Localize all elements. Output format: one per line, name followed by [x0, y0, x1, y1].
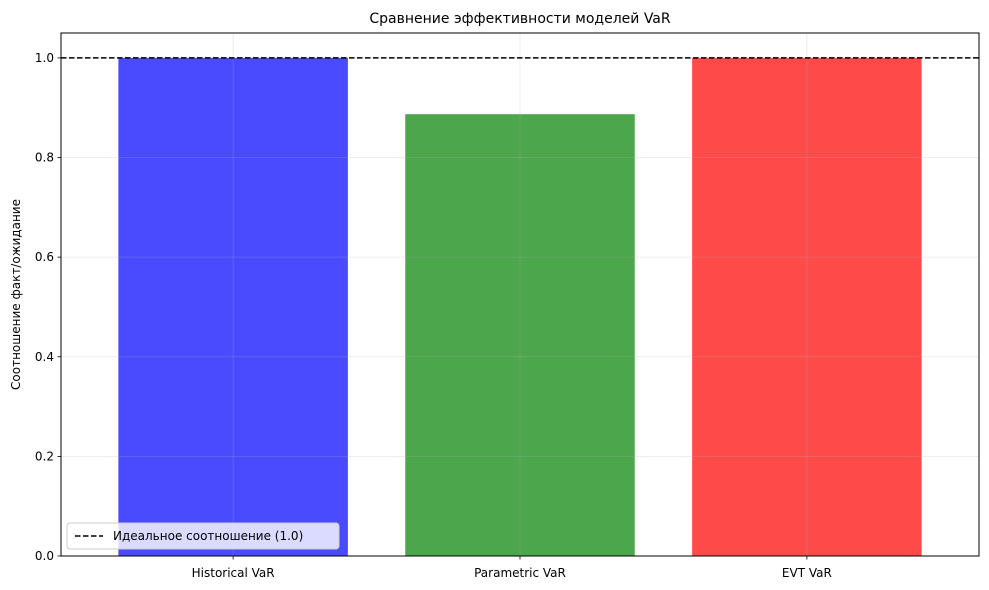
x-axis-ticks: Historical VaR Parametric VaR EVT VaR — [192, 556, 832, 580]
legend-box — [66, 522, 340, 550]
legend-entry-ideal-ratio: Идеальное соотношение (1.0) — [113, 529, 303, 543]
legend: Идеальное соотношение (1.0) — [66, 522, 340, 550]
y-tick-label: 0.8 — [35, 151, 54, 165]
bar — [405, 114, 635, 557]
y-axis-label: Соотношение факт/ожидание — [9, 199, 23, 390]
bar — [118, 57, 348, 557]
y-tick-label: 0.6 — [35, 250, 54, 264]
y-tick-label: 0.0 — [35, 549, 54, 563]
bar — [692, 57, 922, 557]
x-tick-label: Historical VaR — [192, 566, 275, 580]
x-tick-label: EVT VaR — [782, 566, 832, 580]
y-tick-label: 0.2 — [35, 449, 54, 463]
y-tick-label: 1.0 — [35, 51, 54, 65]
chart-title: Сравнение эффективности моделей VaR — [369, 11, 670, 27]
x-tick-label: Parametric VaR — [474, 566, 566, 580]
y-axis-ticks: 0.0 0.2 0.4 0.6 0.8 1.0 — [35, 51, 61, 563]
y-tick-label: 0.4 — [35, 350, 54, 364]
bars — [118, 57, 922, 557]
